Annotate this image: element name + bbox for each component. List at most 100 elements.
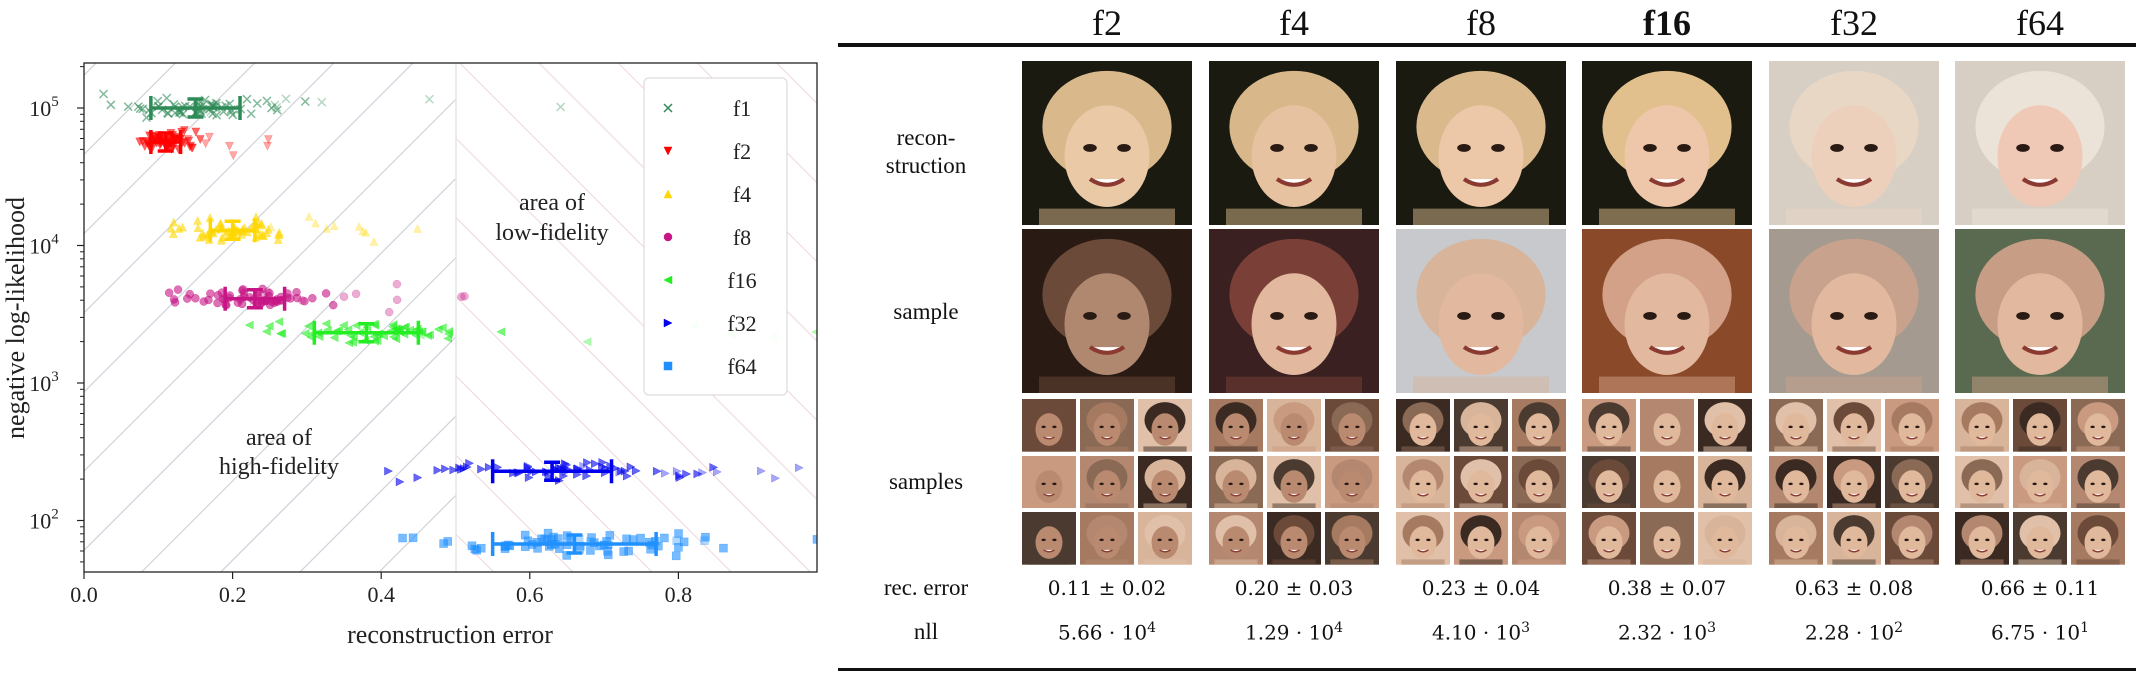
data-point [256, 230, 265, 239]
data-point [174, 223, 184, 233]
face-image [1209, 399, 1263, 452]
sample-thumbnail [1209, 512, 1263, 565]
face-image [1885, 512, 1939, 565]
data-point [794, 463, 804, 473]
data-point [179, 126, 189, 136]
column-header-f64: f64 [2016, 3, 2064, 43]
sample-thumbnail [1396, 512, 1450, 565]
sample-thumbnail [1080, 455, 1134, 509]
legend-marker-icon [663, 275, 673, 285]
face-image [1454, 455, 1508, 509]
data-point [344, 338, 354, 348]
nll-value-f64: 6.75 · 101 [1947, 620, 2133, 645]
legend-label: f8 [733, 225, 751, 250]
nll-exponent: 4 [1334, 620, 1343, 636]
sample-image-f8 [1396, 229, 1566, 393]
data-point [195, 135, 205, 145]
errorbar-f2 [149, 129, 183, 154]
sample-thumbnail [2071, 455, 2125, 509]
data-point [441, 464, 451, 474]
data-point [308, 293, 317, 303]
data-point [252, 98, 262, 108]
data-point [457, 292, 466, 301]
sample-image-f64 [1955, 229, 2125, 393]
row-label-rec-error: rec. error [883, 575, 969, 600]
data-point [395, 477, 405, 487]
data-point [272, 102, 282, 112]
data-point [408, 533, 418, 543]
data-point [384, 307, 394, 317]
data-point [273, 235, 283, 244]
top-rule [838, 43, 2136, 47]
face-image [1022, 512, 1076, 565]
series-f2 [135, 126, 273, 161]
data-point [329, 221, 339, 230]
face-image [1325, 399, 1379, 452]
data-point [135, 137, 145, 147]
face-image [1512, 399, 1566, 452]
reconstruction-image-f4 [1209, 61, 1379, 225]
data-point [623, 471, 632, 481]
data-point [361, 227, 371, 237]
sample-thumbnail [2071, 512, 2125, 565]
data-point [679, 537, 689, 547]
data-point [274, 230, 284, 239]
sample-thumbnail [1827, 455, 1881, 509]
rec-error-value-f16: 0.38 ± 0.07 [1607, 576, 1727, 600]
face-image [1698, 512, 1752, 565]
data-point [237, 229, 247, 239]
data-point [351, 289, 361, 299]
face-image [1022, 455, 1076, 509]
legend-marker-icon [663, 318, 673, 328]
data-point [322, 223, 331, 233]
legend-item-f64: f64 [663, 354, 757, 379]
data-point [369, 236, 379, 246]
face-image [1769, 229, 1939, 393]
data-point [713, 467, 722, 477]
y-tick-exponent: 4 [51, 232, 59, 248]
face-image [1396, 455, 1450, 509]
data-point [424, 94, 434, 104]
data-point [646, 544, 655, 554]
y-tick-exponent: 2 [51, 507, 59, 523]
errorbar-f32 [490, 459, 614, 484]
face-image [1640, 399, 1694, 452]
data-point [674, 543, 683, 552]
sample-thumbnail [1325, 399, 1379, 452]
rec-error-value-f8: 0.23 ± 0.04 [1421, 576, 1541, 600]
face-image [1582, 399, 1636, 452]
sample-thumbnail [1022, 455, 1076, 509]
data-point [187, 143, 197, 153]
data-point [261, 327, 271, 336]
sample-thumbnail [1827, 512, 1881, 565]
face-image [1582, 61, 1752, 225]
sample-thumbnail [1698, 455, 1752, 509]
data-point [444, 326, 454, 336]
series-f8 [164, 279, 469, 317]
data-point [213, 298, 222, 308]
data-point [579, 461, 589, 471]
face-image [1640, 512, 1694, 565]
series-f4 [166, 211, 422, 246]
data-point [682, 469, 692, 479]
errorbar-f16 [312, 320, 421, 345]
sample-thumbnail [1955, 455, 2009, 509]
data-point [262, 96, 272, 106]
data-point [433, 465, 443, 475]
legend-item-f8: f8 [663, 225, 751, 250]
data-point [671, 551, 681, 561]
face-image [2013, 512, 2067, 565]
face-image [1582, 455, 1636, 509]
data-point [270, 100, 280, 110]
legend-item-f1: f1 [663, 96, 751, 121]
data-point [636, 533, 645, 543]
sample-image-f16 [1582, 229, 1752, 393]
nll-exponent: 1 [2080, 620, 2089, 636]
x-tick-label: 0.6 [516, 582, 544, 607]
data-point [273, 229, 283, 239]
sample-thumbnail [1267, 512, 1321, 565]
data-point [123, 102, 133, 112]
face-image [1022, 61, 1192, 225]
data-point [317, 97, 327, 107]
